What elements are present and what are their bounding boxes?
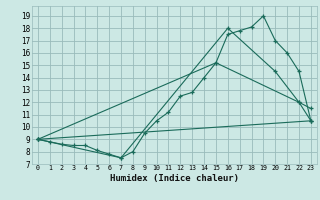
X-axis label: Humidex (Indice chaleur): Humidex (Indice chaleur) — [110, 174, 239, 183]
